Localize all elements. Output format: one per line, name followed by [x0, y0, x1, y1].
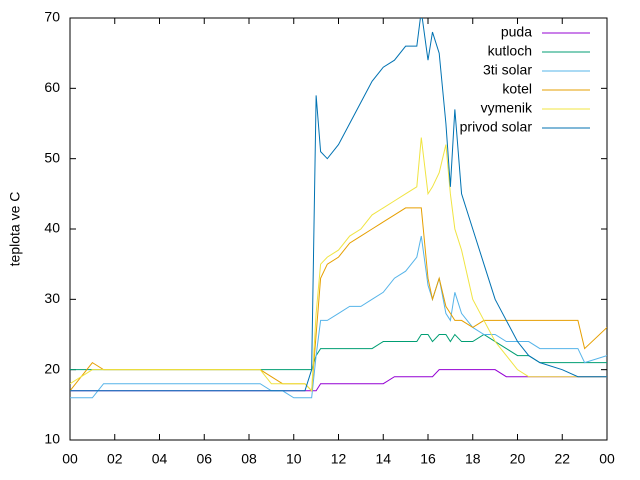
x-tick-label: 16: [420, 451, 436, 467]
legend-label: kotel: [502, 81, 532, 97]
x-tick-label: 10: [286, 451, 302, 467]
y-axis-label: teplota ve C: [7, 192, 23, 267]
y-tick-label: 10: [44, 431, 60, 447]
x-tick-label: 18: [465, 451, 481, 467]
series-line: [70, 207, 607, 392]
series-line: [70, 18, 607, 392]
y-tick-label: 50: [44, 149, 60, 165]
legend-label: kutloch: [488, 43, 532, 59]
x-tick-label: 04: [152, 451, 168, 467]
x-tick-label: 14: [375, 451, 391, 467]
x-tick-label: 08: [241, 451, 257, 467]
x-tick-label: 00: [599, 451, 615, 467]
y-tick-label: 70: [44, 9, 60, 25]
series-line: [70, 137, 607, 392]
x-tick-label: 20: [510, 451, 526, 467]
legend-label: 3ti solar: [483, 62, 532, 78]
legend-label: privod solar: [460, 119, 533, 135]
y-tick-label: 60: [44, 79, 60, 95]
y-tick-label: 30: [44, 290, 60, 306]
x-tick-label: 06: [196, 451, 212, 467]
series-line: [70, 369, 607, 392]
x-tick-label: 12: [331, 451, 347, 467]
x-tick-label: 02: [107, 451, 123, 467]
y-tick-label: 20: [44, 360, 60, 376]
x-tick-label: 00: [62, 451, 78, 467]
plot-area: [70, 18, 607, 399]
legend-label: puda: [501, 24, 532, 40]
y-tick-label: 40: [44, 220, 60, 236]
legend-label: vymenik: [481, 100, 533, 116]
x-tick-label: 22: [554, 451, 570, 467]
series-line: [70, 235, 607, 399]
